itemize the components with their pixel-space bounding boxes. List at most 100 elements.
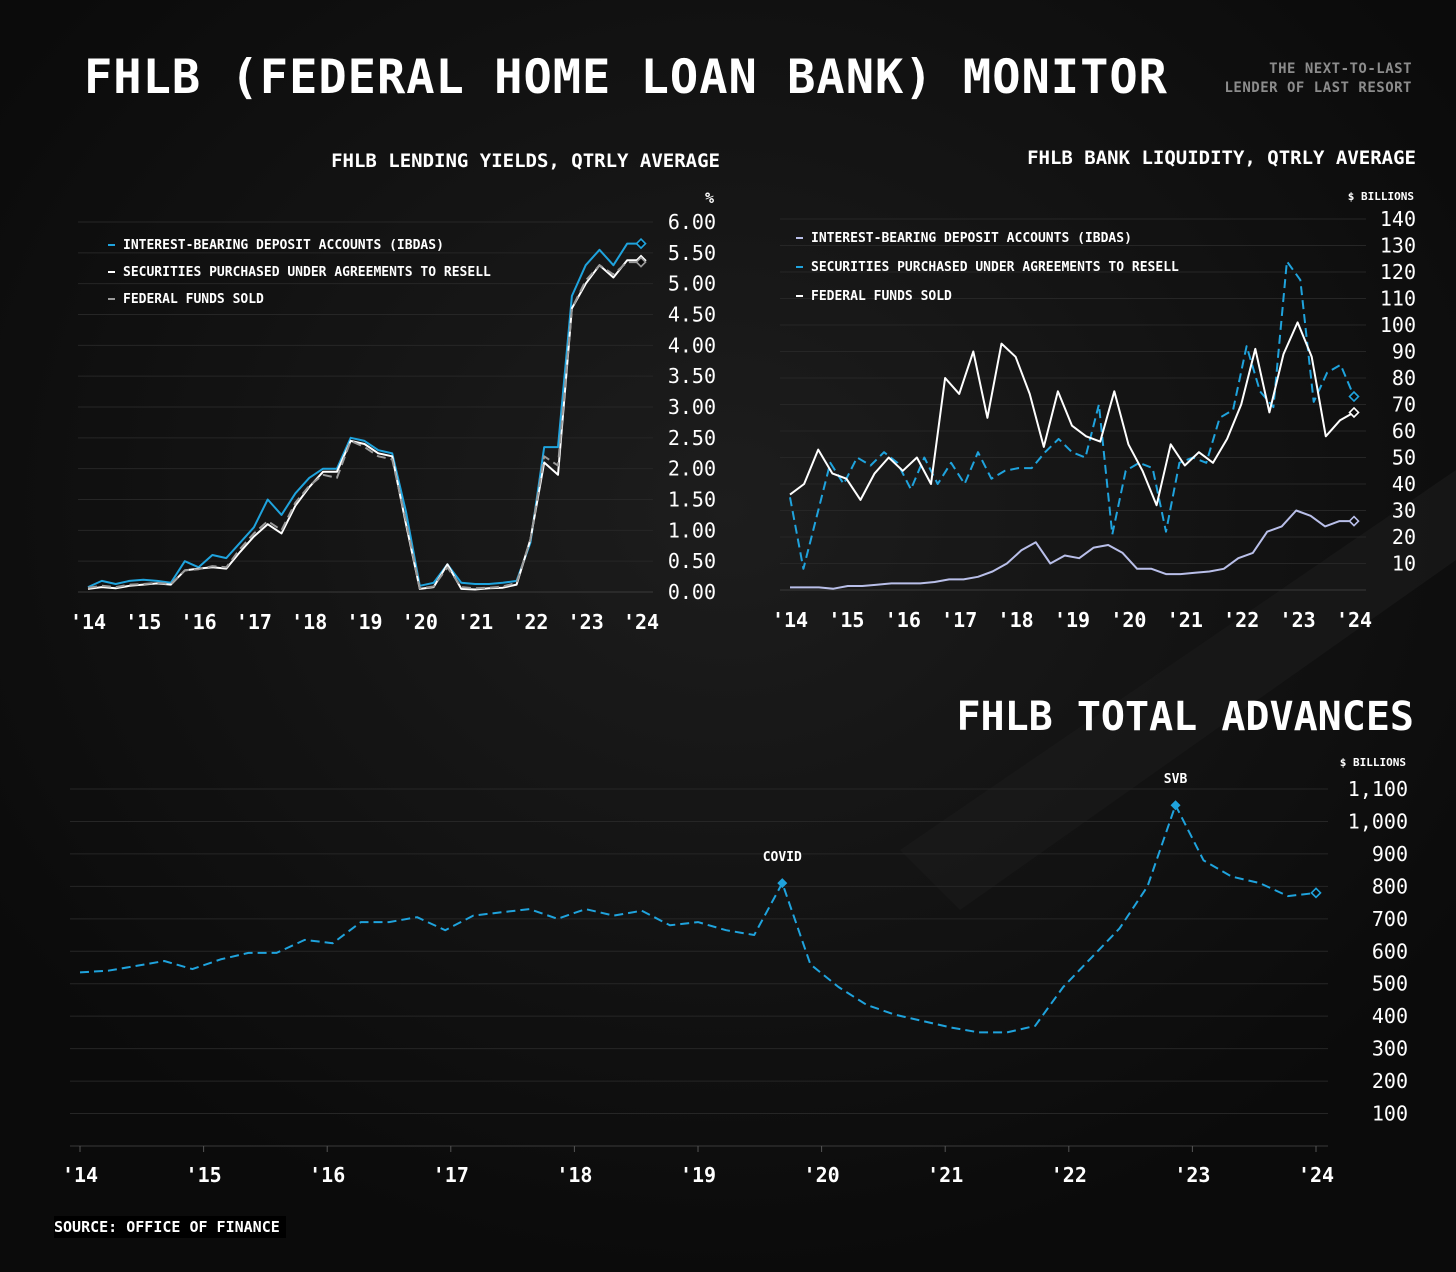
- legend-label: INTEREST-BEARING DEPOSIT ACCOUNTS (IBDAS…: [811, 231, 1132, 246]
- y-tick-label: 5.00: [668, 272, 716, 296]
- annotation-marker: [777, 878, 788, 889]
- x-tick-label: '15: [186, 1163, 222, 1187]
- y-tick-label: 4.00: [668, 333, 716, 357]
- y-tick-label: 130: [1380, 234, 1416, 258]
- y-tick-label: 0.00: [668, 580, 716, 604]
- series-line-1: [789, 260, 1355, 570]
- y-axis-label: $ BILLIONS: [1340, 756, 1406, 769]
- y-tick-label: 110: [1380, 287, 1416, 311]
- y-tick-label: 400: [1372, 1004, 1408, 1028]
- y-tick-label: 10: [1392, 552, 1416, 576]
- liquidity-chart-title: FHLB BANK LIQUIDITY, QTRLY AVERAGE: [1027, 147, 1416, 169]
- y-tick-label: 800: [1372, 874, 1408, 898]
- page-title: FHLB (FEDERAL HOME LOAN BANK) MONITOR: [84, 50, 1168, 105]
- x-tick-label: '20: [804, 1163, 840, 1187]
- y-tick-label: 80: [1392, 366, 1416, 390]
- endpoint-marker-2: [1348, 406, 1360, 419]
- series-line-1: [87, 259, 641, 591]
- annotation-marker: [1170, 800, 1181, 811]
- y-tick-label: 900: [1372, 842, 1408, 866]
- x-tick-label: '20: [1110, 608, 1146, 632]
- x-tick-label: '22: [512, 610, 548, 634]
- endpoint-marker-2: [635, 256, 647, 268]
- series-line-2: [87, 261, 641, 590]
- x-tick-label: '18: [291, 610, 327, 634]
- y-tick-label: 2.00: [668, 457, 716, 481]
- x-tick-label: '21: [1167, 608, 1203, 632]
- y-tick-label: 100: [1372, 1102, 1408, 1126]
- endpoint-marker-0: [635, 237, 647, 250]
- x-tick-label: '21: [927, 1163, 963, 1187]
- annotation-label: SVB: [1164, 772, 1188, 787]
- x-tick-label: '24: [623, 610, 659, 634]
- x-tick-label: '18: [556, 1163, 592, 1187]
- x-tick-label: '16: [181, 610, 217, 634]
- y-tick-label: 1,100: [1348, 777, 1408, 801]
- legend-label: FEDERAL FUNDS SOLD: [811, 289, 952, 304]
- page-subtitle: THE NEXT-TO-LAST LENDER OF LAST RESORT: [1196, 60, 1412, 98]
- x-tick-label: '17: [236, 610, 272, 634]
- legend-label: FEDERAL FUNDS SOLD: [123, 292, 264, 307]
- x-tick-label: '17: [433, 1163, 469, 1187]
- endpoint-marker-1: [1348, 390, 1360, 403]
- series-line-2: [789, 321, 1355, 507]
- legend-label: SECURITIES PURCHASED UNDER AGREEMENTS TO…: [123, 265, 491, 280]
- legend-label: INTEREST-BEARING DEPOSIT ACCOUNTS (IBDAS…: [123, 238, 444, 253]
- x-tick-label: '19: [680, 1163, 716, 1187]
- y-tick-label: 70: [1392, 393, 1416, 417]
- y-tick-label: 60: [1392, 419, 1416, 443]
- x-tick-label: '23: [568, 610, 604, 634]
- x-tick-label: '19: [1054, 608, 1090, 632]
- x-tick-label: '17: [941, 608, 977, 632]
- y-axis-label: $ BILLIONS: [1348, 190, 1414, 203]
- y-tick-label: 5.50: [668, 241, 716, 265]
- y-tick-label: 700: [1372, 907, 1408, 931]
- y-tick-label: 2.50: [668, 426, 716, 450]
- y-tick-label: 90: [1392, 340, 1416, 364]
- annotation-label: COVID: [763, 850, 802, 865]
- x-tick-label: '16: [309, 1163, 345, 1187]
- x-tick-label: '18: [998, 608, 1034, 632]
- legend-label: SECURITIES PURCHASED UNDER AGREEMENTS TO…: [811, 260, 1179, 275]
- x-tick-label: '22: [1223, 608, 1259, 632]
- y-tick-label: 0.50: [668, 549, 716, 573]
- y-tick-label: 3.50: [668, 364, 716, 388]
- x-tick-label: '16: [885, 608, 921, 632]
- y-axis-label: %: [705, 189, 714, 207]
- background-decoration: [900, 470, 1456, 910]
- x-tick-label: '14: [772, 608, 808, 632]
- yields-chart-title: FHLB LENDING YIELDS, QTRLY AVERAGE: [331, 150, 720, 172]
- y-tick-label: 140: [1380, 207, 1416, 231]
- x-tick-label: '24: [1298, 1163, 1334, 1187]
- x-tick-label: '15: [125, 610, 161, 634]
- y-tick-label: 30: [1392, 499, 1416, 523]
- y-tick-label: 1,000: [1348, 809, 1408, 833]
- x-tick-label: '21: [457, 610, 493, 634]
- y-tick-label: 120: [1380, 260, 1416, 284]
- y-tick-label: 20: [1392, 525, 1416, 549]
- y-tick-label: 1.00: [668, 518, 716, 542]
- series-line-0: [79, 804, 1317, 1034]
- y-tick-label: 300: [1372, 1037, 1408, 1061]
- y-tick-label: 40: [1392, 472, 1416, 496]
- y-tick-label: 1.50: [668, 488, 716, 512]
- y-tick-label: 4.50: [668, 303, 716, 327]
- x-tick-label: '15: [828, 608, 864, 632]
- y-tick-label: 3.00: [668, 395, 716, 419]
- x-tick-label: '14: [70, 610, 106, 634]
- y-tick-label: 200: [1372, 1069, 1408, 1093]
- subtitle-line-1: THE NEXT-TO-LAST: [1269, 61, 1412, 77]
- subtitle-line-2: LENDER OF LAST RESORT: [1224, 80, 1412, 96]
- series-line-0: [790, 509, 1354, 590]
- y-tick-label: 100: [1380, 313, 1416, 337]
- y-tick-label: 500: [1372, 972, 1408, 996]
- x-tick-label: '22: [1051, 1163, 1087, 1187]
- advances-chart-title: FHLB TOTAL ADVANCES: [956, 694, 1414, 740]
- source-note: SOURCE: OFFICE OF FINANCE: [54, 1216, 286, 1238]
- series-line-0: [87, 242, 641, 589]
- y-tick-label: 6.00: [668, 210, 716, 234]
- x-tick-label: '24: [1336, 608, 1372, 632]
- x-tick-label: '19: [346, 610, 382, 634]
- endpoint-marker-0: [1348, 515, 1360, 527]
